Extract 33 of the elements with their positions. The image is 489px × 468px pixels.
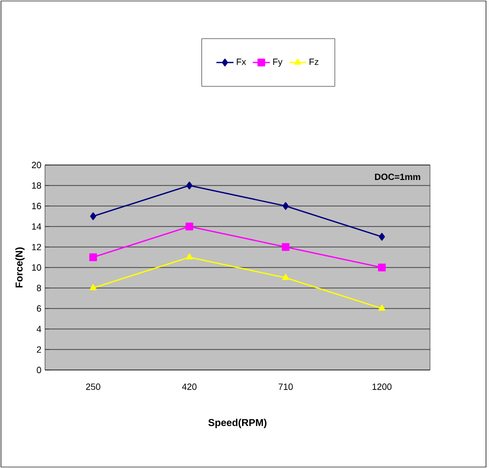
annotation: DOC=1mm	[375, 174, 420, 180]
point	[378, 264, 386, 272]
x-tick-label: 710	[278, 384, 293, 390]
point	[378, 232, 385, 241]
y-tick-label: 16	[32, 202, 42, 210]
y-tick-label: 8	[36, 284, 42, 292]
legend-label: Fx	[236, 58, 246, 65]
y-tick-label: 14	[32, 223, 42, 230]
y-tick-label: 18	[32, 182, 42, 189]
y-tick-label: 20	[32, 162, 42, 168]
point	[282, 274, 290, 280]
point	[186, 253, 193, 260]
x-axis-title: Speed(RPM)	[208, 418, 266, 428]
y-tick-label: 2	[36, 346, 42, 353]
x-tick-label: 1200	[372, 384, 392, 390]
x-tick-label: 250	[86, 384, 100, 390]
y-tick-label: 0	[36, 366, 42, 374]
legend-label: Fz	[310, 58, 318, 65]
point	[378, 304, 386, 311]
point	[282, 202, 289, 210]
y-axis-title: Force(N)	[15, 247, 25, 288]
y-tick-label: 10	[32, 264, 42, 271]
y-tick-label: 12	[32, 244, 42, 250]
legend-label: Fy	[273, 58, 282, 67]
y-tick-label: 4	[36, 326, 42, 332]
x-tick-label: 420	[182, 384, 197, 390]
point	[90, 212, 96, 220]
point	[89, 253, 97, 262]
point	[282, 243, 290, 251]
point	[186, 222, 194, 230]
y-tick-label: 6	[36, 305, 42, 312]
point	[186, 182, 192, 190]
point	[90, 284, 97, 290]
